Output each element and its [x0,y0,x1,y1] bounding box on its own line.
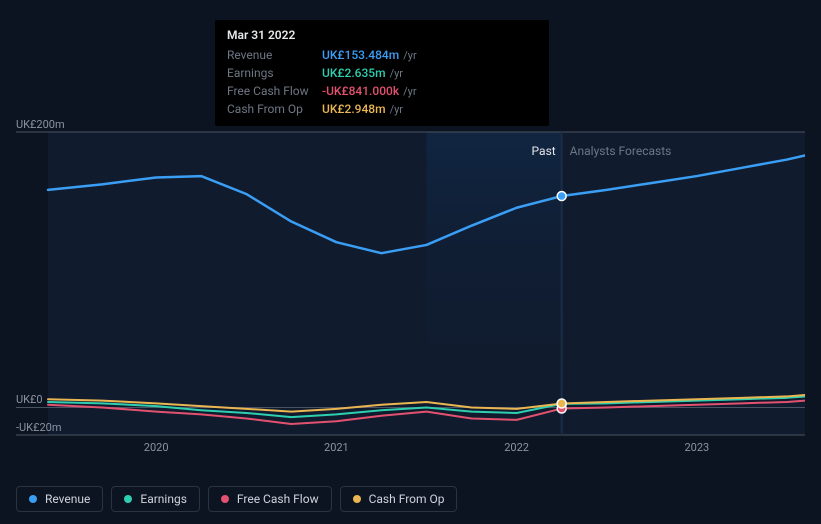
y-axis-label: -UK£20m [16,421,61,434]
legend-dot [124,495,132,503]
tooltip-row: Cash From OpUK£2.948m/yr [227,100,537,118]
tooltip-value: UK£2.948m [322,102,386,116]
chart-area[interactable]: UK£200m UK£0 -UK£20m 2020 2021 2022 2023 Past… [16,120,805,479]
tooltip-value: UK£153.484m [322,48,399,62]
x-axis-label: 2023 [684,441,709,454]
y-axis-label: UK£0 [16,393,43,406]
legend-dot [29,495,37,503]
tooltip-suffix: /yr [390,103,403,116]
legend-item[interactable]: Free Cash Flow [208,486,332,512]
legend-label: Earnings [140,492,187,506]
tooltip: Mar 31 2022 RevenueUK£153.484m/yrEarning… [215,20,549,126]
legend-label: Free Cash Flow [237,492,319,506]
legend: Revenue Earnings Free Cash Flow Cash From O… [16,486,457,512]
legend-item[interactable]: Cash From Op [340,486,458,512]
chart-svg [16,120,805,455]
period-label-forecasts: Analysts Forecasts [570,144,672,158]
tooltip-suffix: /yr [403,49,416,62]
legend-dot [353,495,361,503]
tooltip-value: UK£2.635m [322,66,386,80]
legend-item[interactable]: Earnings [111,486,200,512]
tooltip-label: Cash From Op [227,102,322,116]
tooltip-row: EarningsUK£2.635m/yr [227,64,537,82]
legend-item[interactable]: Revenue [16,486,103,512]
legend-dot [221,495,229,503]
chart-container: Mar 31 2022 RevenueUK£153.484m/yrEarning… [0,0,821,524]
tooltip-label: Earnings [227,66,322,80]
tooltip-date: Mar 31 2022 [227,28,537,42]
tooltip-label: Revenue [227,48,322,62]
x-axis-label: 2020 [144,441,169,454]
tooltip-suffix: /yr [403,85,416,98]
x-axis-label: 2021 [324,441,349,454]
tooltip-suffix: /yr [390,67,403,80]
period-label-past: Past [532,144,556,158]
legend-label: Revenue [45,492,90,506]
tooltip-label: Free Cash Flow [227,84,322,98]
tooltip-value: -UK£841.000k [322,84,399,98]
legend-label: Cash From Op [369,492,445,506]
tooltip-row: Free Cash Flow-UK£841.000k/yr [227,82,537,100]
tooltip-row: RevenueUK£153.484m/yr [227,46,537,64]
y-axis-label: UK£200m [16,118,65,131]
x-axis-label: 2022 [504,441,529,454]
